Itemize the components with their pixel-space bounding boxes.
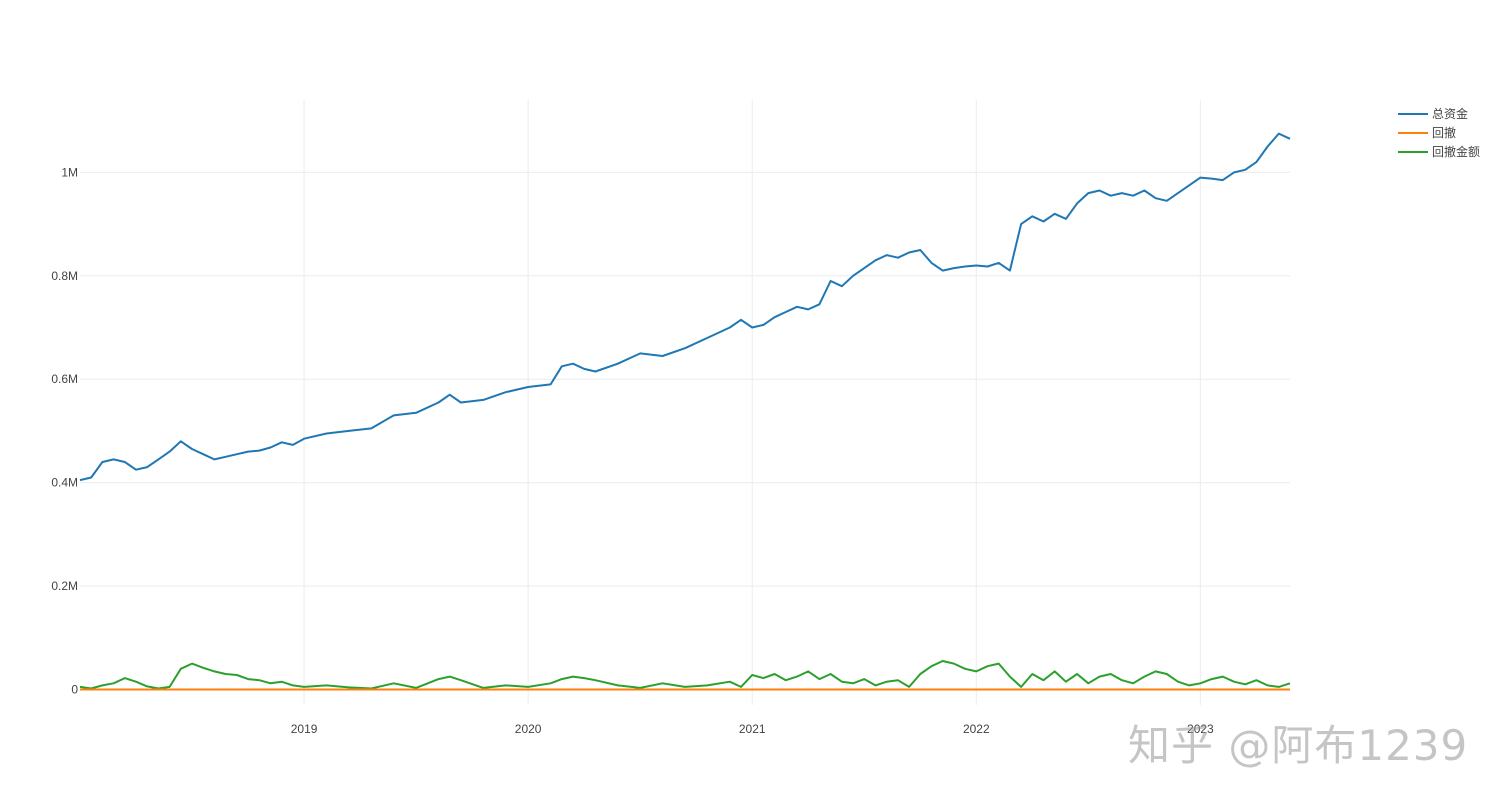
- grid-lines: [80, 100, 1290, 705]
- y-tick-label: 0.4M: [51, 476, 78, 490]
- x-axis: 2019 2020 2021 2022 2023: [291, 722, 1214, 736]
- x-tick-label: 2020: [515, 722, 542, 736]
- x-tick-label: 2019: [291, 722, 318, 736]
- legend-item[interactable]: 总资金: [1398, 106, 1468, 121]
- series-line-2: [79, 660, 1291, 690]
- series-layer: [79, 132, 1291, 691]
- x-tick-label: 2022: [963, 722, 990, 736]
- legend-label: 回撤金额: [1432, 144, 1480, 159]
- x-tick-label: 2021: [739, 722, 766, 736]
- series-line-0: [79, 132, 1291, 482]
- legend-label: 回撤: [1432, 125, 1456, 140]
- y-tick-label: 0.2M: [51, 579, 78, 593]
- y-tick-label: 0: [71, 682, 78, 696]
- y-axis: 0 0.2M 0.4M 0.6M 0.8M 1M: [51, 165, 78, 696]
- y-tick-label: 0.8M: [51, 269, 78, 283]
- legend-item[interactable]: 回撤: [1398, 125, 1456, 140]
- legend-item[interactable]: 回撤金额: [1398, 144, 1480, 159]
- y-tick-label: 0.6M: [51, 372, 78, 386]
- y-tick-label: 1M: [61, 165, 78, 179]
- legend-label: 总资金: [1432, 106, 1468, 121]
- x-tick-label: 2023: [1187, 722, 1214, 736]
